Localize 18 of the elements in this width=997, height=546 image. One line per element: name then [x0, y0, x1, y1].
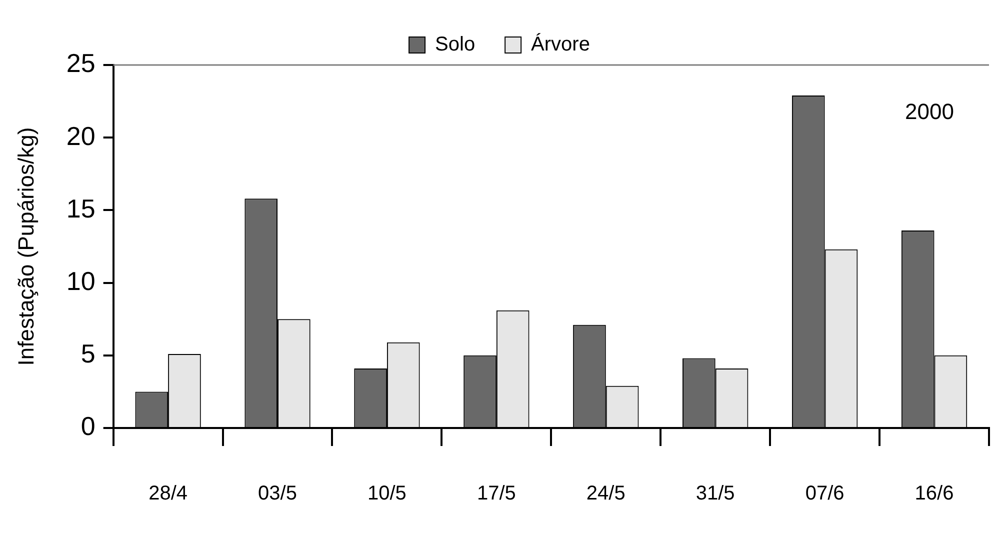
x-tick-label: 03/5: [258, 482, 297, 505]
x-tick-label: 31/5: [696, 482, 735, 505]
x-tick-label: 28/4: [148, 482, 188, 505]
y-tick-label: 15: [66, 193, 96, 224]
legend-label: Árvore: [531, 32, 590, 56]
x-tick-label: 16/6: [914, 482, 954, 505]
y-tick-label: 5: [80, 338, 96, 369]
annotation: 2000: [905, 99, 954, 124]
y-tick-label: 10: [66, 266, 96, 296]
x-tick-label: 10/5: [368, 482, 406, 505]
y-tick-label: 20: [66, 120, 96, 151]
x-tick-label: 17/5: [476, 482, 516, 505]
x-tick-label: 24/5: [586, 482, 626, 505]
y-tick-label: 25: [66, 48, 96, 78]
y-tick-label: 0: [80, 411, 96, 442]
y-axis-title: Infestação (Pupários/kg): [13, 127, 38, 366]
x-tick-label: 07/6: [805, 482, 844, 505]
legend-label: Solo: [435, 34, 476, 56]
